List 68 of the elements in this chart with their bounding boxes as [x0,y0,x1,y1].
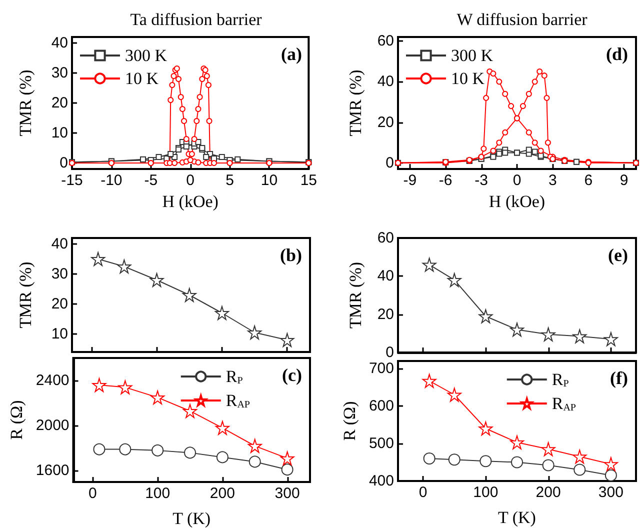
y-tick-label: 10 [51,124,68,142]
x-axis-title: T (K) [172,509,211,528]
y-axis-title: TMR (%) [16,262,35,328]
x-tick-label: 300 [274,485,300,502]
legend-label: 300 K [451,46,494,65]
x-tick-label: 15 [300,172,317,189]
legend-label: 10 K [125,69,160,88]
x-tick-label: 100 [473,484,498,501]
chart-title: Ta diffusion barrier [130,10,262,29]
y-tick-label: 30 [51,64,68,82]
annotation: (e) [608,245,628,265]
y-axis-title: R (Ω) [340,401,360,441]
y-tick-label: 40 [51,236,68,252]
chart-title: W diffusion barrier [456,10,588,29]
annotation: (c) [282,365,302,385]
legend-label: 10 K [451,69,486,88]
x-tick-label: 0 [88,485,97,502]
x-tick-label: -5 [144,172,158,189]
y-tick-label: 40 [377,73,394,90]
y-axis-title: TMR (%) [346,70,365,136]
y-tick-label: 30 [51,266,68,282]
y-axis-title: TMR (%) [346,262,365,329]
x-tick-label: -6 [438,172,452,189]
y-tick-label: 2000 [36,417,70,434]
y-tick-label: 500 [368,435,394,452]
y-tick-label: 1600 [36,462,70,480]
y-tick-label: 10 [51,326,68,342]
y-tick-label: 20 [377,114,394,131]
x-axis-title: H (kOe) [162,192,218,211]
x-tick-label: 6 [584,172,593,189]
x-tick-label: 10 [260,172,278,189]
y-tick-label: 60 [377,32,394,50]
x-tick-label: -15 [61,172,83,189]
y-tick-label: 20 [51,296,68,312]
x-tick-label: -3 [474,172,488,189]
x-tick-label: 300 [598,484,624,501]
y-tick-label: 40 [377,268,394,285]
x-axis-title: H (kOe) [488,192,546,211]
x-tick-label: -10 [100,172,122,189]
y-tick-label: 400 [368,472,394,490]
y-axis-title: TMR (%) [16,70,35,136]
x-tick-label: 0 [512,172,522,189]
y-tick-label: 600 [368,398,394,414]
annotation: (f) [610,368,628,388]
annotation: (a) [281,44,302,64]
x-tick-label: 200 [210,485,235,502]
annotation: (d) [606,44,628,64]
y-tick-label: 20 [377,306,394,323]
x-tick-label: 0 [186,172,194,189]
y-tick-label: 40 [51,34,68,52]
x-tick-label: 100 [145,485,170,502]
x-tick-label: 9 [620,172,628,189]
y-tick-label: 60 [377,230,394,246]
x-axis-title: T (K) [498,508,536,527]
x-tick-label: 5 [226,172,234,189]
y-tick-label: 2400 [36,372,70,390]
y-tick-label: 700 [368,360,394,377]
x-tick-label: 0 [418,484,428,501]
legend-label: 300 K [125,46,168,65]
y-tick-label: 0 [60,154,68,172]
x-tick-label: 200 [536,484,561,501]
y-tick-label: 0 [386,154,394,172]
x-tick-label: 3 [548,172,557,189]
x-tick-label: -9 [403,172,417,189]
y-tick-label: 20 [51,94,68,112]
y-tick-label: 0 [386,344,394,361]
annotation: (b) [280,245,302,265]
y-axis-title: R (Ω) [7,400,26,440]
